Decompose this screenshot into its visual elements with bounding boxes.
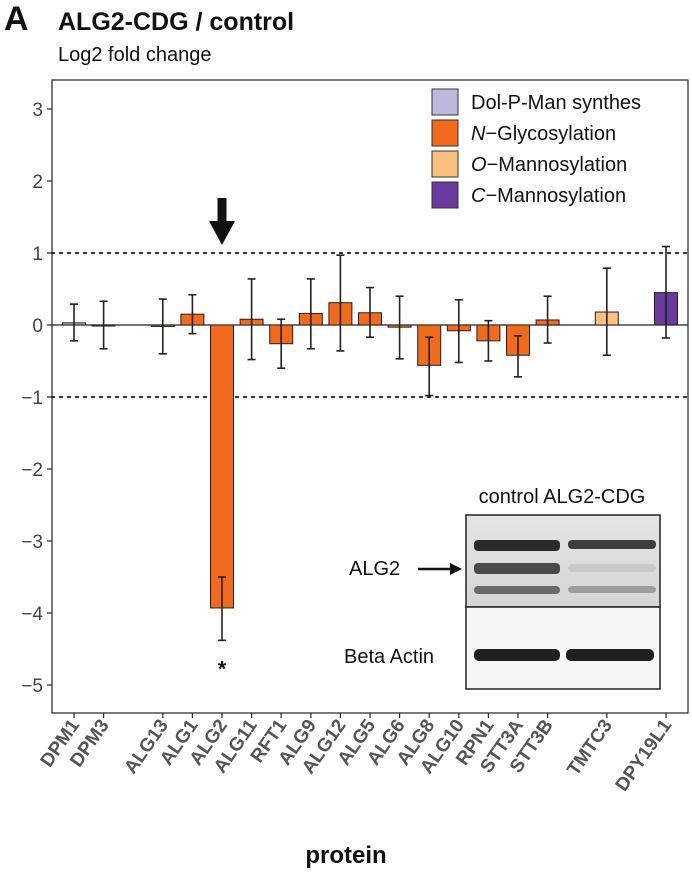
blot-band <box>568 540 656 549</box>
error-bar-alg13 <box>158 298 167 355</box>
y-tick-label: 2 <box>32 172 43 193</box>
legend-swatch <box>431 150 459 178</box>
blot-band <box>568 586 656 593</box>
legend-label: O−Mannosylation <box>471 154 627 176</box>
x-tick-label: TMTC3 <box>563 716 617 780</box>
right-arrow-icon <box>418 563 462 575</box>
error-bar-tmtc3 <box>602 267 611 357</box>
blot-column-labels: control ALG2-CDG <box>479 486 646 508</box>
blot-row-label-alg2: ALG2 <box>349 558 400 580</box>
legend-label: N−Glycosylation <box>471 123 616 145</box>
legend-item: O−Mannosylation <box>431 150 627 178</box>
y-tick-label: −5 <box>21 676 43 697</box>
blot-panel-actin <box>465 606 661 690</box>
error-bar-alg1 <box>188 293 197 335</box>
y-tick-label: 3 <box>32 100 43 121</box>
legend-swatch <box>431 119 459 147</box>
legend-label: Dol-P-Man synthes <box>471 92 641 114</box>
error-bar-rft1 <box>277 318 286 370</box>
y-tick-label: −1 <box>21 388 43 409</box>
y-tick-label: −3 <box>21 532 43 553</box>
legend-item: N−Glycosylation <box>431 119 616 147</box>
blot-band <box>474 563 560 574</box>
error-bar-alg9 <box>306 278 315 350</box>
blot-band <box>474 586 560 594</box>
panel-letter: A <box>4 0 29 38</box>
error-bar-dpm3 <box>99 300 108 350</box>
y-tick-label: 1 <box>32 244 43 265</box>
legend-label: C−Mannosylation <box>471 185 626 207</box>
western-blot-inset: control ALG2-CDG ALG2 Beta Actin <box>344 486 661 690</box>
down-arrow-icon <box>209 198 235 245</box>
error-bar-alg12 <box>336 254 345 352</box>
chart-title: ALG2-CDG / control <box>58 8 295 36</box>
x-axis-label: protein <box>305 842 387 869</box>
error-bar-rpn1 <box>484 319 493 362</box>
error-bar-alg10 <box>454 298 463 364</box>
chart-subtitle: Log2 fold change <box>58 44 212 66</box>
y-tick-label: −2 <box>21 460 43 481</box>
blot-band <box>474 540 560 551</box>
blot-band <box>566 649 654 661</box>
y-tick-label: 0 <box>32 316 43 337</box>
error-bar-dpm1 <box>70 303 78 342</box>
blot-row-label-actin: Beta Actin <box>344 646 434 668</box>
error-bar-alg2 <box>218 576 226 642</box>
error-bar-dpy19l1 <box>662 245 670 339</box>
error-bar-alg5 <box>366 286 374 339</box>
legend-swatch <box>431 88 459 116</box>
blot-band <box>474 649 560 661</box>
legend-item: Dol-P-Man synthes <box>431 88 641 116</box>
error-bar-alg8 <box>425 336 434 397</box>
legend-item: C−Mannosylation <box>431 181 626 209</box>
error-bar-alg6 <box>395 295 404 360</box>
error-bar-alg11 <box>247 278 256 361</box>
bar-alg2 <box>210 324 234 609</box>
blot-band <box>568 564 656 572</box>
y-tick-label: −4 <box>21 604 43 625</box>
legend-swatch <box>431 181 459 209</box>
x-tick-label: DPY19L1 <box>612 715 677 795</box>
error-bar-stt3a <box>514 334 522 378</box>
error-bar-stt3b <box>543 295 552 344</box>
significance-marker: * <box>218 656 227 681</box>
